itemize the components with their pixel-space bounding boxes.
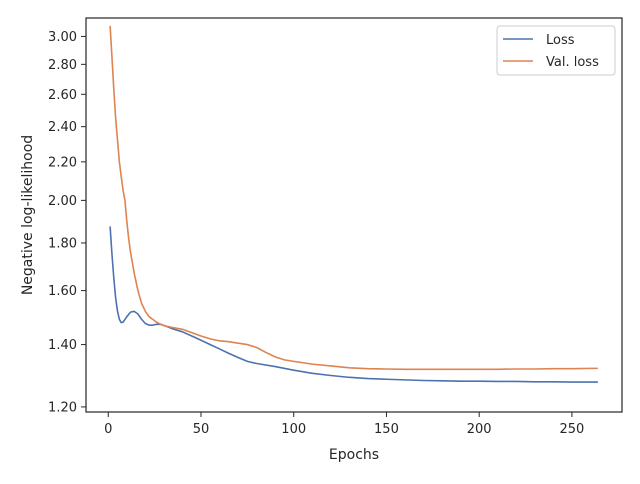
plot-area-frame — [85, 17, 623, 413]
legend: Loss Val. loss — [496, 25, 616, 76]
x-axis: 0 50 100 150 200 250 — [104, 412, 584, 437]
series-layer — [109, 25, 598, 383]
x-axis-title: Epochs — [329, 447, 379, 463]
y-tick-label: 1.80 — [48, 236, 77, 251]
y-tick-label: 1.40 — [48, 338, 77, 353]
series-line-loss — [109, 226, 598, 383]
y-tick-label: 3.00 — [48, 30, 77, 45]
y-tick-label: 2.60 — [48, 88, 77, 103]
y-axis-title: Negative log-likelihood — [20, 135, 36, 295]
series-line-val-loss — [109, 25, 598, 371]
x-tick-label: 0 — [104, 422, 112, 437]
y-tick-label: 1.20 — [48, 400, 77, 415]
x-tick-label: 50 — [193, 422, 210, 437]
y-axis: 1.20 1.40 1.60 1.80 2.00 2.20 2.40 2.60 2.80 3.00 — [48, 30, 86, 415]
y-tick-label: 2.00 — [48, 194, 77, 209]
x-tick-label: 200 — [467, 422, 492, 437]
x-tick-label: 150 — [374, 422, 399, 437]
y-tick-label: 2.80 — [48, 58, 77, 73]
y-tick-label: 1.60 — [48, 284, 77, 299]
y-tick-label: 2.40 — [48, 120, 77, 135]
y-tick-label: 2.20 — [48, 155, 77, 170]
legend-label-loss: Loss — [546, 33, 575, 48]
x-tick-label: 100 — [281, 422, 306, 437]
legend-label-val-loss: Val. loss — [546, 55, 599, 70]
x-tick-label: 250 — [560, 422, 585, 437]
